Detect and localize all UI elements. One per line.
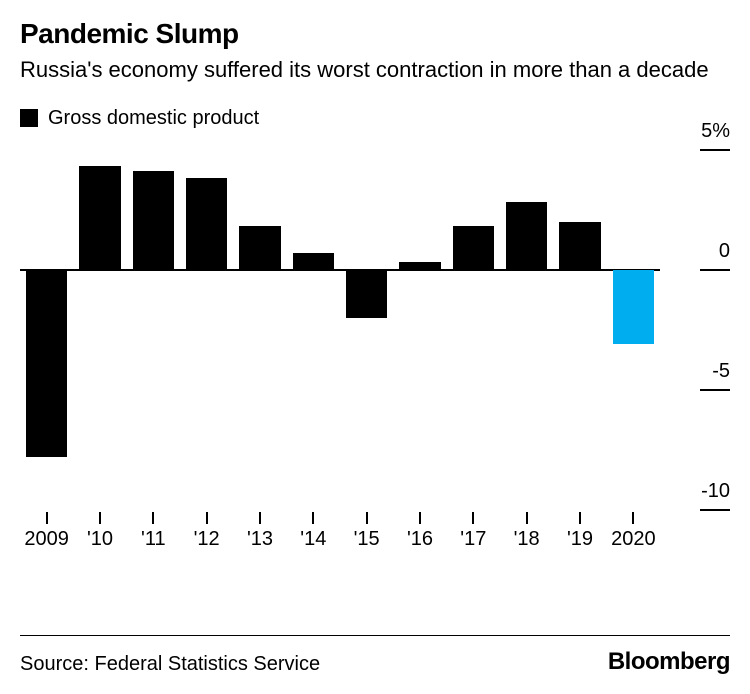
- legend-label: Gross domestic product: [48, 107, 259, 130]
- x-tick-mark: [579, 512, 581, 524]
- x-tick-mark: [419, 512, 421, 524]
- footer-divider: [20, 635, 730, 636]
- x-tick-mark: [366, 512, 368, 524]
- bar: [453, 226, 495, 269]
- x-tick-mark: [206, 512, 208, 524]
- y-tick-label: 0: [670, 240, 730, 263]
- bar: [133, 171, 175, 269]
- bar: [79, 166, 121, 269]
- brand-logo: Bloomberg: [608, 648, 730, 676]
- chart-container: Pandemic Slump Russia's economy suffered…: [0, 0, 750, 694]
- x-tick-mark: [99, 512, 101, 524]
- y-axis: 5%0-5-10: [670, 150, 730, 510]
- x-tick-label: '10: [87, 528, 113, 551]
- x-tick-mark: [259, 512, 261, 524]
- x-tick-label: 2009: [24, 528, 69, 551]
- y-tick-mark: [700, 269, 730, 271]
- bar: [613, 270, 655, 344]
- footer: Source: Federal Statistics Service Bloom…: [20, 648, 730, 676]
- legend-swatch: [20, 109, 38, 127]
- x-tick-label: '12: [194, 528, 220, 551]
- y-tick-label: 5%: [670, 120, 730, 143]
- y-tick-label: -5: [670, 360, 730, 383]
- bar: [239, 226, 281, 269]
- y-tick-mark: [700, 389, 730, 391]
- x-tick-mark: [152, 512, 154, 524]
- x-tick-label: '13: [247, 528, 273, 551]
- bar: [26, 270, 68, 457]
- x-tick-label: 2020: [611, 528, 656, 551]
- chart-area: 5%0-5-10 2009'10'11'12'13'14'15'16'17'18…: [20, 150, 730, 550]
- y-tick-mark: [700, 149, 730, 151]
- x-tick-mark: [312, 512, 314, 524]
- x-tick-label: '15: [354, 528, 380, 551]
- plot-area: [20, 150, 660, 510]
- x-tick-label: '14: [300, 528, 326, 551]
- bar: [293, 253, 335, 270]
- chart-title: Pandemic Slump: [20, 18, 730, 50]
- y-tick-mark: [700, 509, 730, 511]
- chart-subtitle: Russia's economy suffered its worst cont…: [20, 56, 730, 85]
- x-tick-label: '11: [141, 528, 166, 551]
- legend: Gross domestic product: [20, 107, 730, 130]
- x-tick-mark: [472, 512, 474, 524]
- x-tick-label: '16: [407, 528, 433, 551]
- bar: [506, 202, 548, 269]
- x-tick-mark: [632, 512, 634, 524]
- bar: [346, 270, 388, 318]
- x-tick-label: '19: [567, 528, 593, 551]
- bar: [399, 262, 441, 269]
- x-tick-label: '17: [460, 528, 486, 551]
- x-axis: 2009 '10 '11 '12 '13 '14 '15 '16 '17 '18 '19 2020: [20, 512, 660, 558]
- x-tick-mark: [526, 512, 528, 524]
- bar: [186, 178, 228, 269]
- source-text: Source: Federal Statistics Service: [20, 653, 320, 676]
- x-tick-label: '18: [514, 528, 540, 551]
- y-tick-label: -10: [670, 480, 730, 503]
- bar: [559, 222, 601, 270]
- x-tick-mark: [46, 512, 48, 524]
